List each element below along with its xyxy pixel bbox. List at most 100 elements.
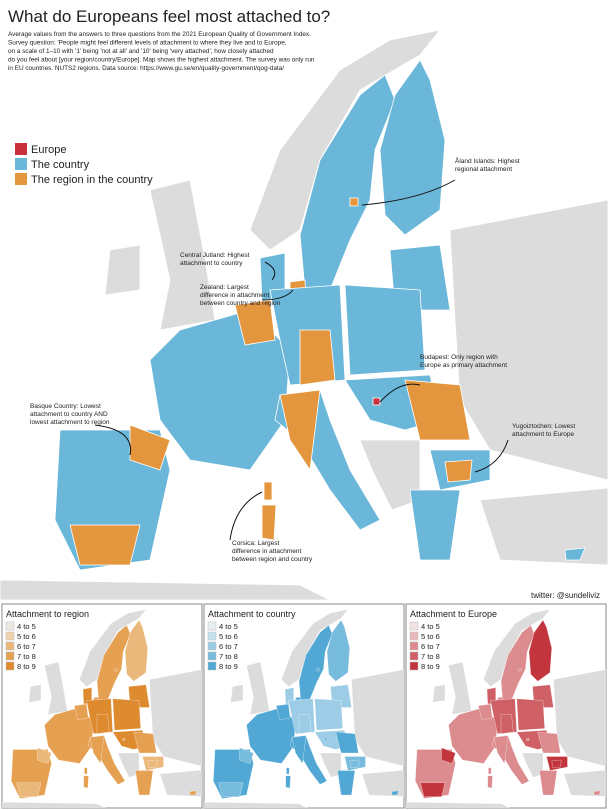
land [230, 684, 244, 703]
panel-map [204, 609, 404, 808]
bin-label: 6 to 7 [17, 642, 36, 651]
description: do you feel about [your region/country/E… [8, 57, 315, 64]
bin-label: 8 to 9 [219, 662, 238, 671]
land [483, 609, 551, 687]
leader-line [379, 383, 421, 403]
region [478, 703, 493, 720]
annotation: Åland Islands: Highest regional attachmen… [455, 156, 520, 173]
region [404, 379, 471, 441]
land [449, 199, 608, 481]
annotation-line: Yugoiztochen: Lowest [512, 423, 575, 430]
bin-swatch [409, 661, 419, 671]
region [314, 698, 343, 731]
land [563, 769, 606, 797]
region [564, 547, 586, 561]
bin-swatch [207, 621, 217, 631]
bin-swatch [207, 651, 217, 661]
panel: Attachment to Europe 4 to 55 to 66 to 77 … [405, 603, 607, 809]
panel: Attachment to region 4 to 55 to 66 to 77 … [1, 603, 203, 809]
annotation-line: difference in attachment [200, 292, 269, 299]
bin-label: 5 to 6 [219, 632, 238, 641]
annotation-line: Corsica: Largest [232, 540, 280, 547]
land [79, 609, 147, 687]
region [526, 738, 530, 741]
bin-swatch [5, 661, 15, 671]
leader-lines [94, 179, 509, 541]
region [16, 782, 42, 797]
region [218, 782, 244, 797]
bin-label: 7 to 8 [421, 652, 440, 661]
land [432, 684, 446, 703]
region [487, 775, 493, 789]
bin-swatch [409, 651, 419, 661]
panel-map [406, 609, 606, 808]
annotation-line: Budapest: Only region with [420, 354, 498, 361]
land [281, 609, 349, 687]
region [291, 735, 307, 764]
panel-map-wrap [204, 609, 404, 808]
region [344, 284, 426, 376]
region [518, 668, 522, 672]
region [122, 738, 126, 741]
main-map [0, 29, 608, 601]
region [89, 735, 105, 764]
region [279, 389, 321, 472]
annotation-line: Basque Country: Lowest [30, 403, 101, 410]
annotation: Yugoiztochen: Lowest attachment to Europe [512, 423, 575, 438]
land [159, 769, 202, 797]
leader-line [261, 289, 294, 301]
land [406, 802, 510, 808]
region [349, 759, 360, 768]
region [147, 759, 158, 768]
region [441, 747, 456, 764]
region [286, 767, 290, 775]
region [263, 481, 273, 501]
bin-swatch [409, 631, 419, 641]
annotation-line: attachment to country [180, 260, 243, 267]
land [359, 439, 421, 511]
region [493, 735, 509, 764]
region [84, 767, 88, 775]
bin-label: 6 to 7 [421, 642, 440, 651]
bin-swatch [5, 641, 15, 651]
annotation: Budapest: Only region with Europe as prim… [420, 354, 507, 369]
region [261, 504, 277, 541]
annotation-line: Zealand: Largest [200, 284, 249, 291]
region [444, 459, 473, 483]
panel: Attachment to country 4 to 55 to 66 to 77… [203, 603, 405, 809]
region [528, 619, 552, 682]
annotation-line: difference in attachment [232, 548, 301, 555]
annotation-line: attachment to Europe [512, 431, 575, 438]
land [104, 244, 141, 296]
panel-map [2, 609, 202, 808]
region [133, 731, 157, 754]
panel-map-wrap [2, 609, 202, 808]
annotation: Basque Country: Lowest attachment to coun… [30, 403, 110, 426]
region [298, 714, 312, 734]
bin-swatch [207, 641, 217, 651]
description: on a scale of 1–10 with '1' being 'not a… [8, 48, 274, 55]
region [112, 698, 141, 731]
region [74, 703, 89, 720]
bin-swatch [207, 661, 217, 671]
title: What do Europeans feel most attached to? [8, 7, 330, 26]
region [96, 714, 110, 734]
bin-swatch [409, 621, 419, 631]
region [69, 524, 141, 566]
bin-label: 5 to 6 [17, 632, 36, 641]
region [83, 775, 89, 789]
leader-line [361, 179, 456, 206]
region [379, 59, 446, 236]
bin-label: 5 to 6 [421, 632, 440, 641]
bin-swatch [5, 651, 15, 661]
region [326, 619, 350, 682]
annotation-line: attachment to country AND [30, 411, 108, 418]
leader-line [264, 261, 276, 281]
description: Average values from the answers to three… [8, 31, 311, 38]
panel-title: Attachment to country [208, 609, 296, 619]
bin-label: 4 to 5 [17, 622, 36, 631]
region [391, 790, 399, 796]
